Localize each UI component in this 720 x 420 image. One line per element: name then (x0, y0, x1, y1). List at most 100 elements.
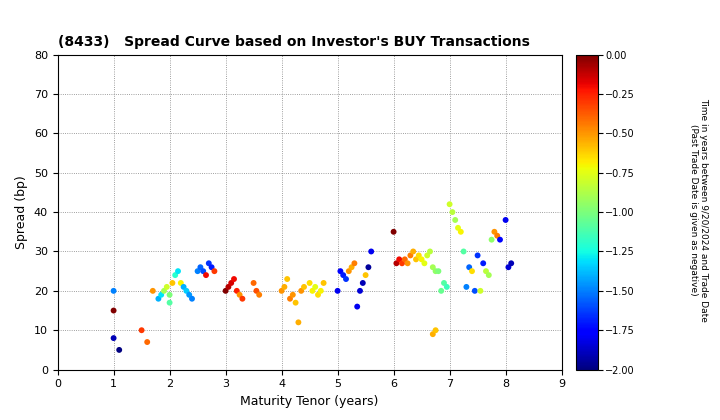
Point (114, 346, 125, 353)
Point (430, 327, 441, 333)
Point (402, 260, 413, 267)
Point (166, 280, 178, 286)
Point (492, 232, 503, 239)
Point (430, 268, 441, 275)
Point (312, 291, 324, 298)
Point (467, 268, 478, 275)
Point (438, 280, 450, 286)
Point (399, 256, 410, 263)
Point (338, 272, 349, 278)
Point (172, 268, 184, 275)
Y-axis label: Spread (bp): Spread (bp) (15, 175, 28, 249)
Point (234, 291, 246, 298)
Point (164, 291, 176, 298)
Point (253, 291, 265, 298)
Point (427, 331, 438, 338)
Point (441, 284, 453, 290)
Point (489, 228, 500, 235)
Point (452, 224, 464, 231)
Point (147, 287, 158, 294)
Point (287, 291, 299, 298)
Point (396, 260, 408, 267)
Text: Time in years between 9/20/2024 and Trade Date
(Past Trade Date is given as nega: Time in years between 9/20/2024 and Trad… (689, 98, 708, 322)
Point (363, 264, 374, 270)
Point (410, 256, 422, 263)
Point (464, 264, 475, 270)
Point (295, 287, 307, 294)
Point (307, 287, 318, 294)
Point (494, 236, 505, 243)
Point (194, 264, 206, 270)
Point (298, 284, 310, 290)
Point (290, 299, 302, 306)
Point (335, 268, 346, 275)
Point (480, 268, 492, 275)
Point (237, 295, 248, 302)
Point (161, 284, 173, 290)
Point (276, 287, 287, 294)
Point (175, 280, 186, 286)
Point (418, 260, 430, 267)
Point (310, 284, 321, 290)
Point (346, 264, 357, 270)
Point (108, 307, 120, 314)
Point (315, 287, 327, 294)
Point (178, 284, 189, 290)
Point (341, 276, 352, 282)
Point (186, 295, 198, 302)
Point (446, 209, 458, 215)
Point (192, 268, 203, 275)
Point (393, 256, 405, 263)
Point (209, 268, 220, 275)
Point (332, 287, 343, 294)
Point (458, 248, 469, 255)
Point (483, 272, 495, 278)
Point (360, 272, 372, 278)
Point (408, 248, 419, 255)
Point (292, 319, 304, 326)
Point (108, 335, 120, 341)
Point (503, 264, 514, 270)
Point (477, 260, 489, 267)
Point (449, 217, 461, 223)
Point (197, 268, 209, 275)
Point (184, 291, 195, 298)
Point (505, 260, 517, 267)
Point (203, 260, 215, 267)
Point (469, 287, 480, 294)
Point (416, 256, 428, 263)
Point (486, 236, 498, 243)
Point (251, 287, 262, 294)
Point (158, 287, 170, 294)
Point (357, 280, 369, 286)
Point (413, 252, 425, 259)
Point (343, 268, 354, 275)
Point (366, 248, 377, 255)
Point (444, 201, 455, 207)
Point (181, 287, 192, 294)
Point (200, 272, 212, 278)
Point (391, 260, 402, 267)
Point (141, 339, 153, 345)
Point (284, 295, 296, 302)
Text: (8433)   Spread Curve based on Investor's BUY Transactions: (8433) Spread Curve based on Investor's … (58, 35, 529, 49)
Point (461, 284, 472, 290)
Point (282, 276, 293, 282)
Point (231, 287, 243, 294)
Point (304, 280, 315, 286)
Point (351, 303, 363, 310)
Point (206, 264, 217, 270)
Point (108, 287, 120, 294)
Point (348, 260, 360, 267)
Point (436, 287, 447, 294)
Point (228, 276, 240, 282)
Point (318, 280, 329, 286)
X-axis label: Maturity Tenor (years): Maturity Tenor (years) (240, 395, 379, 408)
Point (388, 228, 400, 235)
Point (500, 217, 511, 223)
Point (474, 287, 486, 294)
Point (424, 248, 436, 255)
Point (248, 280, 259, 286)
Point (222, 284, 234, 290)
Point (421, 252, 433, 259)
